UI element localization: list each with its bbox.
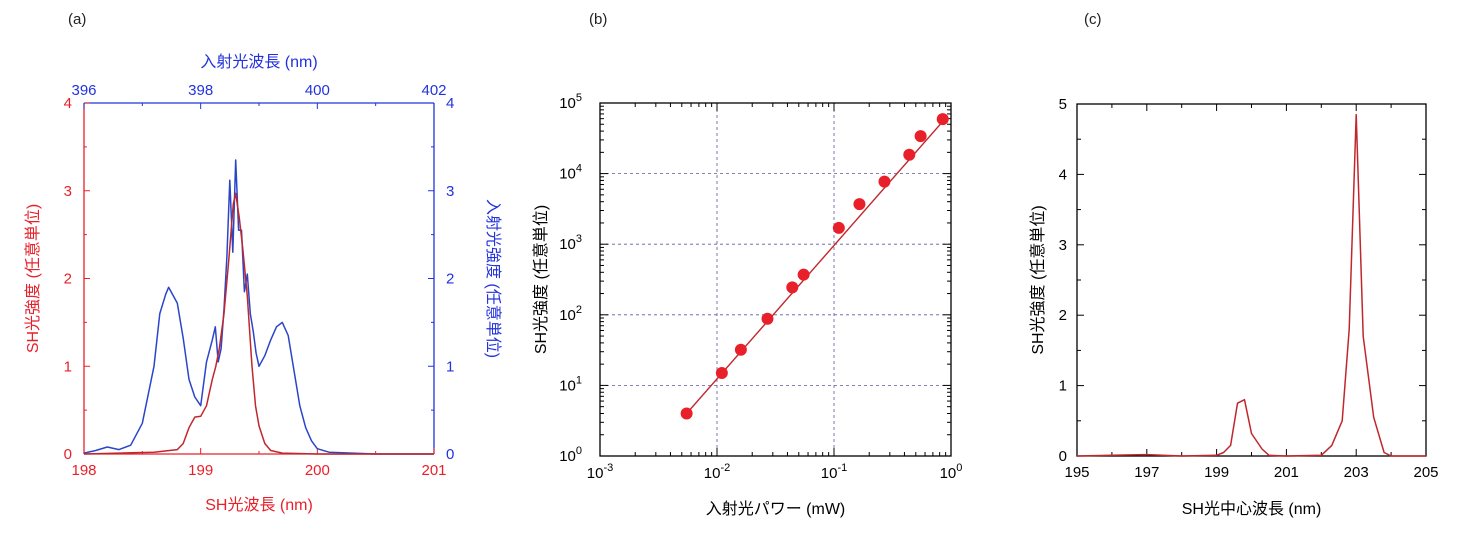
y-tick-label: 1 — [64, 358, 72, 375]
y-right-tick-label: 0 — [446, 446, 454, 463]
data-point — [878, 175, 891, 188]
x-top-tick-label: 402 — [421, 82, 446, 99]
x-tick-label: 195 — [1064, 464, 1089, 481]
x-tick-exponent: -3 — [603, 462, 613, 474]
y-tick-base: 10 — [559, 377, 576, 394]
x-tick-label: 201 — [421, 462, 446, 479]
x-top-axis-title: 入射光波長 (nm) — [200, 53, 317, 71]
y-tick-exponent: 0 — [576, 445, 582, 457]
x-top-tick-label: 400 — [305, 82, 330, 99]
series-line-incident — [83, 159, 434, 455]
y-right-tick-label: 3 — [446, 183, 454, 200]
series-line-sh — [83, 192, 434, 455]
y-tick-label: 105 — [559, 92, 582, 112]
data-point — [797, 268, 810, 281]
x-tick-label: 100 — [940, 462, 963, 482]
y-right-tick-label: 1 — [446, 358, 454, 375]
chart-c-tuning-curve: 195 197 199 201 203 205 0 1 2 3 4 5 SH光中心波長 (nm) SH光強… — [1028, 96, 1439, 518]
x-tick-label: 201 — [1274, 464, 1299, 481]
y-axis-title: SH光強度 (任意単位) — [23, 204, 42, 353]
y-tick-label: 2 — [64, 271, 72, 288]
y-axis-title: SH光強度 (任意単位) — [531, 205, 550, 354]
x-tick-base: 10 — [587, 465, 604, 482]
data-point — [680, 407, 693, 420]
chart-b-power-dependence: 10-3 10-2 10-1 100100101102103104105入射光パワー … — [531, 92, 962, 518]
y-tick-label: 1 — [1059, 378, 1067, 395]
x-tick-label: 199 — [188, 462, 213, 479]
y-tick-label: 3 — [64, 183, 72, 200]
data-point — [761, 312, 774, 325]
x-top-tick-label: 396 — [71, 82, 96, 99]
y-tick-label: 100 — [559, 445, 582, 465]
data-point — [832, 221, 845, 234]
x-axis-title: 入射光パワー (mW) — [706, 500, 846, 518]
y-tick-label: 4 — [64, 95, 72, 112]
y-tick-label: 3 — [1059, 237, 1067, 254]
panel-label-a: (a) — [68, 11, 86, 28]
x-tick-exponent: -2 — [720, 462, 730, 474]
y-axis-title: SH光強度 (任意単位) — [1028, 205, 1047, 354]
y-tick-base: 10 — [559, 95, 576, 112]
y-tick-base: 10 — [559, 448, 576, 465]
y-tick-label: 101 — [559, 374, 582, 394]
x-tick-label: 10-2 — [704, 462, 730, 482]
plot-frame — [1076, 103, 1427, 457]
y-tick-exponent: 5 — [576, 92, 582, 104]
x-axis-title: SH光中心波長 (nm) — [1182, 500, 1322, 518]
panel-label-b: (b) — [589, 11, 607, 28]
x-tick-base: 10 — [940, 465, 957, 482]
x-tick-label: 200 — [305, 462, 330, 479]
x-tick-label: 199 — [1204, 464, 1229, 481]
y-tick-label: 0 — [1059, 448, 1067, 465]
x-tick-exponent: -1 — [837, 462, 847, 474]
y-right-tick-label: 4 — [446, 95, 454, 112]
data-point — [903, 148, 916, 161]
y-tick-base: 10 — [559, 307, 576, 324]
y-tick-label: 0 — [64, 446, 72, 463]
x-tick-label: 205 — [1413, 464, 1438, 481]
y-tick-label: 5 — [1059, 96, 1067, 113]
y-tick-label: 103 — [559, 233, 582, 253]
y-right-tick-label: 2 — [446, 271, 454, 288]
plot-frame — [599, 102, 952, 457]
x-tick-base: 10 — [821, 465, 838, 482]
x-tick-exponent: 0 — [956, 462, 962, 474]
x-tick-label: 198 — [71, 462, 96, 479]
y-tick-label: 102 — [559, 304, 582, 324]
y-tick-label: 4 — [1059, 166, 1067, 183]
x-tick-label: 10-1 — [821, 462, 847, 482]
x-axis-title: SH光波長 (nm) — [205, 496, 313, 514]
y-tick-base: 10 — [559, 166, 576, 183]
y-tick-exponent: 1 — [576, 374, 582, 386]
y-right-axis-title: 入射光強度 (任意単位) — [484, 199, 503, 358]
x-tick-label: 10-3 — [587, 462, 613, 482]
y-tick-label: 2 — [1059, 307, 1067, 324]
x-tick-label: 197 — [1134, 464, 1159, 481]
data-point — [936, 113, 949, 126]
series-line — [1076, 113, 1426, 457]
data-point — [853, 198, 866, 211]
fit-line — [686, 117, 947, 414]
data-point — [786, 281, 799, 294]
panel-label-c: (c) — [1084, 11, 1102, 28]
x-tick-label: 203 — [1344, 464, 1369, 481]
x-tick-base: 10 — [704, 465, 721, 482]
y-tick-exponent: 2 — [576, 304, 582, 316]
y-tick-exponent: 4 — [576, 163, 582, 175]
y-tick-base: 10 — [559, 236, 576, 253]
y-tick-exponent: 3 — [576, 233, 582, 245]
data-point — [734, 343, 747, 356]
x-top-tick-label: 398 — [188, 82, 213, 99]
data-point — [715, 366, 728, 379]
y-tick-label: 104 — [559, 163, 582, 183]
data-point — [914, 130, 927, 143]
